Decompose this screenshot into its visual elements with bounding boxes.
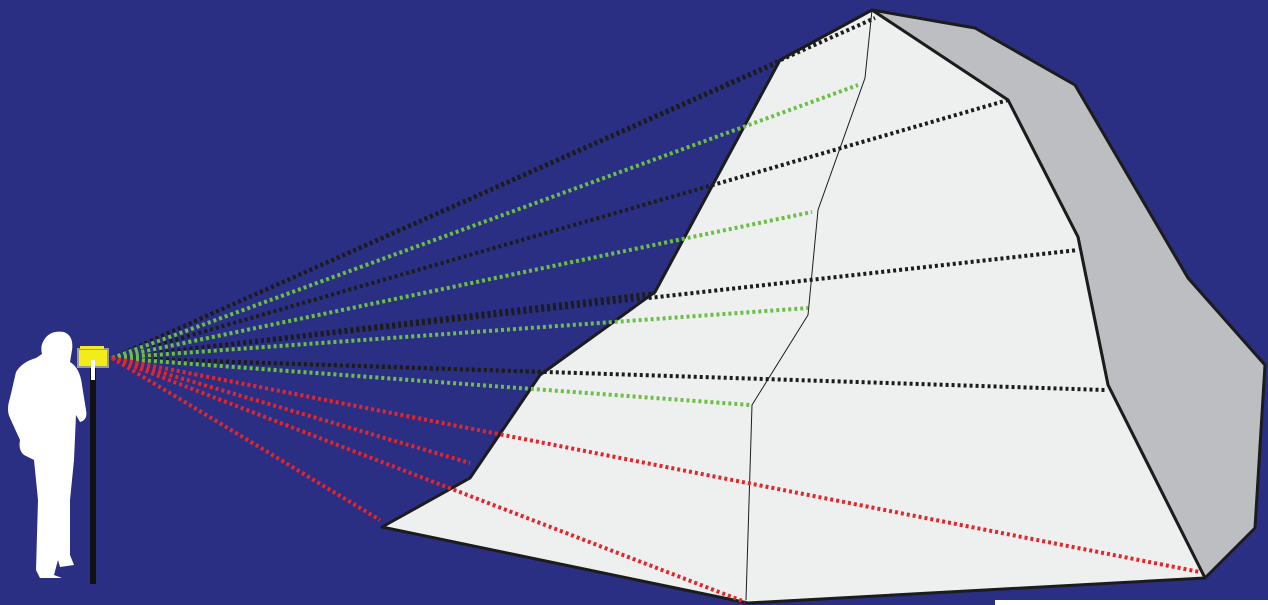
scan-line xyxy=(111,356,751,407)
scan-line xyxy=(111,356,1201,574)
corner-panel xyxy=(995,600,1268,605)
scanner-pole xyxy=(90,360,96,584)
scan-line xyxy=(111,306,809,360)
rock-front-face xyxy=(380,8,1207,605)
scan-line xyxy=(111,356,746,604)
green-scan-lines xyxy=(111,83,859,407)
scan-line xyxy=(111,356,471,465)
scan-line xyxy=(111,210,813,360)
scan-line xyxy=(111,60,781,360)
red-scan-lines xyxy=(110,356,1201,604)
scanner-mount xyxy=(91,360,95,380)
scanner-top xyxy=(80,346,104,349)
scan-line xyxy=(110,356,382,522)
black-scan-lines xyxy=(111,16,1106,392)
person-silhouette xyxy=(8,331,87,578)
scan-line xyxy=(111,83,859,360)
rock-crease xyxy=(745,9,873,601)
scan-line xyxy=(111,248,1079,360)
